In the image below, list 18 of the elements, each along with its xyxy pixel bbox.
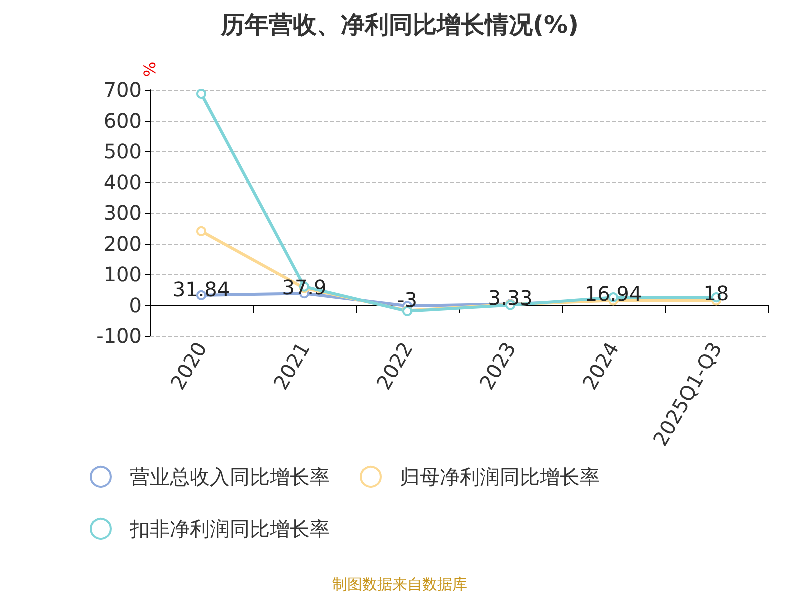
chart-title: 历年营收、净利同比增长情况(%) bbox=[220, 11, 579, 39]
y-tick-label: 600 bbox=[104, 108, 142, 133]
data-label: 3.33 bbox=[488, 286, 533, 310]
y-tick-label: 300 bbox=[104, 201, 142, 225]
data-label: -3 bbox=[398, 288, 418, 312]
text: 制图数据来自数据库 bbox=[332, 576, 468, 594]
y-tick-label: 200 bbox=[104, 232, 142, 256]
legend-label: 归母净利润同比增长率 bbox=[400, 465, 600, 489]
y-axis-title: % bbox=[140, 62, 160, 78]
y-tick-label: -100 bbox=[96, 324, 142, 348]
y-tick-label: 0 bbox=[129, 293, 142, 318]
y-tick-label: 700 bbox=[104, 78, 142, 102]
y-tick-label: 400 bbox=[104, 170, 142, 194]
legend-label: 扣非净利润同比增长率 bbox=[129, 517, 330, 541]
data-label: 31.84 bbox=[172, 277, 230, 302]
y-tick-label: 100 bbox=[104, 262, 142, 286]
legend-label: 营业总收入同比增长率 bbox=[130, 465, 330, 489]
y-tick-label: 500 bbox=[104, 140, 142, 164]
